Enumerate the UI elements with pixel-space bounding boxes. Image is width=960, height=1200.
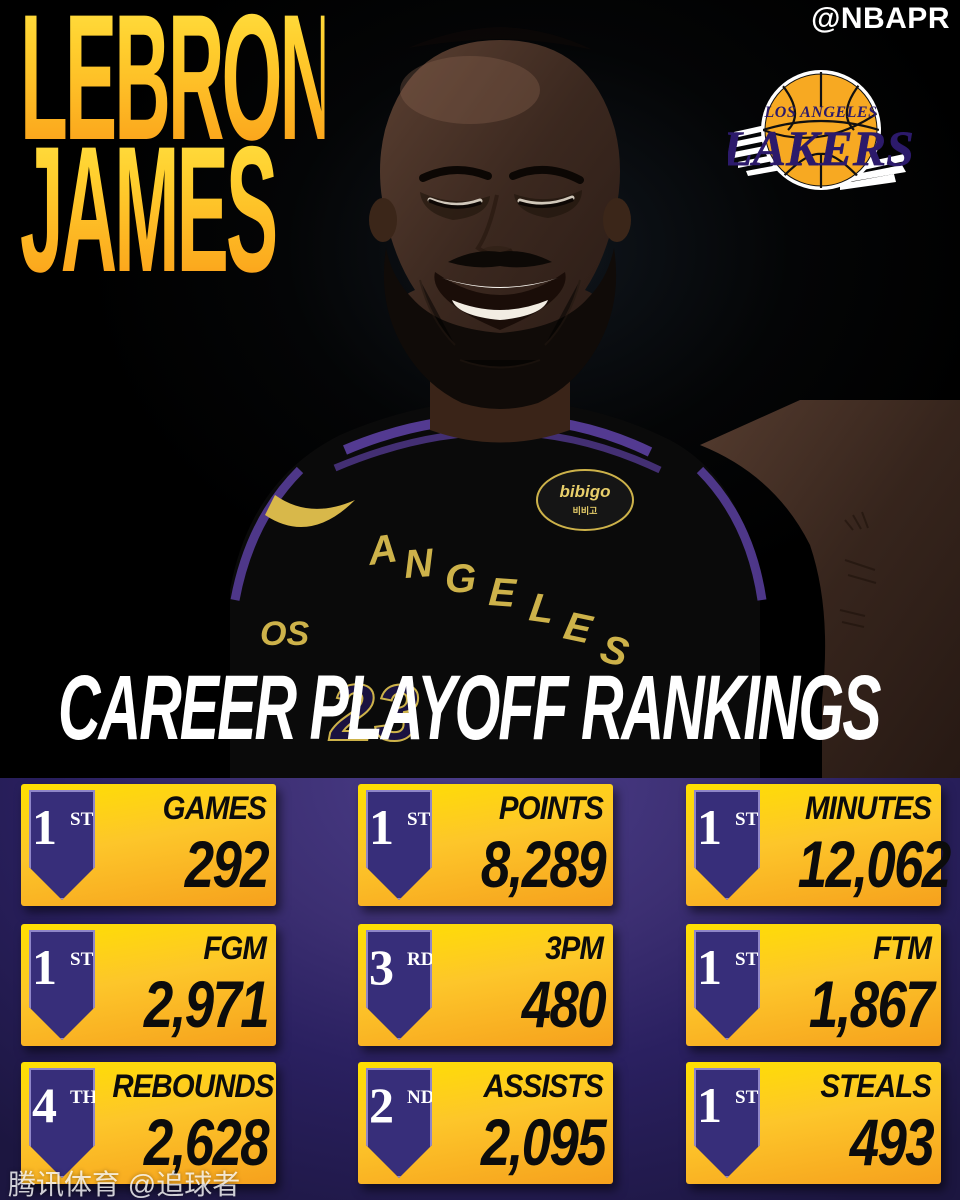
svg-text:N: N	[403, 541, 436, 587]
svg-text:LAKERS: LAKERS	[728, 120, 914, 176]
svg-text:bibigo: bibigo	[560, 482, 611, 501]
svg-text:LOS ANGELES: LOS ANGELES	[764, 104, 878, 121]
svg-text:G: G	[445, 557, 476, 601]
svg-text:E: E	[487, 570, 518, 616]
svg-text:OS: OS	[260, 615, 309, 653]
svg-text:A: A	[364, 526, 400, 574]
svg-text:비비고: 비비고	[573, 505, 598, 516]
